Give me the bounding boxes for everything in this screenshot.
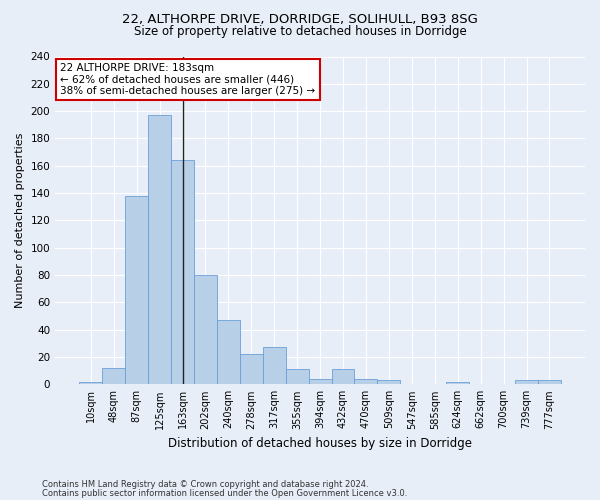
Bar	[171, 160, 194, 384]
Bar	[217, 320, 240, 384]
Text: Contains public sector information licensed under the Open Government Licence v3: Contains public sector information licen…	[42, 489, 407, 498]
Text: Size of property relative to detached houses in Dorridge: Size of property relative to detached ho…	[134, 25, 466, 38]
Text: Contains HM Land Registry data © Crown copyright and database right 2024.: Contains HM Land Registry data © Crown c…	[42, 480, 368, 489]
Bar	[240, 354, 263, 384]
Bar	[355, 379, 377, 384]
Bar	[538, 380, 561, 384]
X-axis label: Distribution of detached houses by size in Dorridge: Distribution of detached houses by size …	[168, 437, 472, 450]
Bar	[263, 348, 286, 385]
Bar	[308, 379, 332, 384]
Bar	[286, 370, 308, 384]
Bar	[125, 196, 148, 384]
Bar	[79, 382, 102, 384]
Text: 22, ALTHORPE DRIVE, DORRIDGE, SOLIHULL, B93 8SG: 22, ALTHORPE DRIVE, DORRIDGE, SOLIHULL, …	[122, 12, 478, 26]
Bar	[446, 382, 469, 384]
Bar	[332, 370, 355, 384]
Y-axis label: Number of detached properties: Number of detached properties	[15, 132, 25, 308]
Bar	[102, 368, 125, 384]
Bar	[148, 115, 171, 384]
Bar	[194, 275, 217, 384]
Bar	[515, 380, 538, 384]
Bar	[377, 380, 400, 384]
Text: 22 ALTHORPE DRIVE: 183sqm
← 62% of detached houses are smaller (446)
38% of semi: 22 ALTHORPE DRIVE: 183sqm ← 62% of detac…	[61, 63, 316, 96]
